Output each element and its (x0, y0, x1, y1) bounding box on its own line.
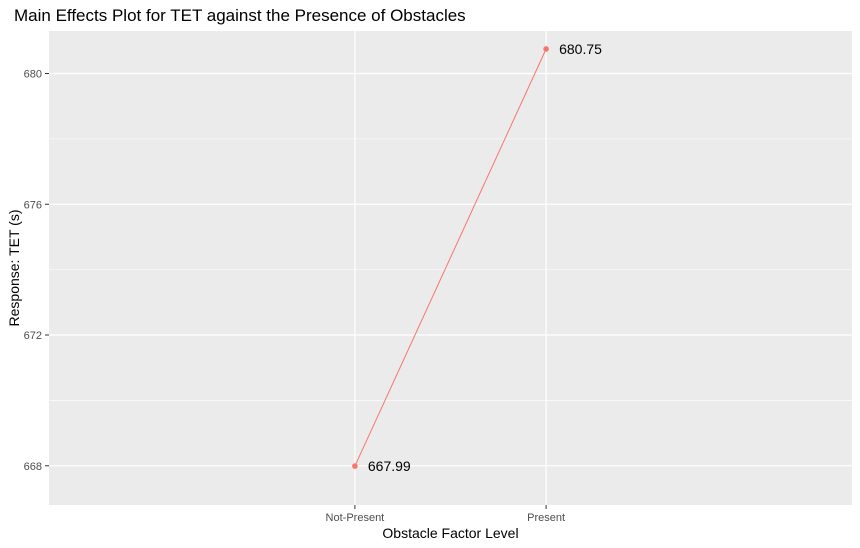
grid-major (49, 31, 852, 505)
y-axis-title: Response: TET (s) (6, 210, 22, 327)
data-point (543, 46, 549, 52)
x-tick-label: Present (527, 512, 565, 524)
data-label: 667.99 (368, 458, 411, 474)
y-tick-label: 676 (24, 199, 42, 211)
y-tick-label: 668 (24, 461, 42, 473)
grid-minor (49, 138, 852, 401)
y-tick-label: 672 (24, 330, 42, 342)
axis-ticks: 668 672 676 680 Not-Present Present (24, 68, 565, 524)
x-axis-title: Obstacle Factor Level (382, 525, 518, 541)
data-label: 680.75 (559, 41, 602, 57)
data-point (352, 463, 358, 469)
x-tick-label: Not-Present (326, 512, 385, 524)
y-tick-label: 680 (24, 68, 42, 80)
plot-panel (49, 31, 852, 505)
series-line (354, 48, 547, 467)
chart-title: Main Effects Plot for TET against the Pr… (14, 6, 466, 25)
series-layer: 667.99 680.75 (352, 41, 602, 474)
